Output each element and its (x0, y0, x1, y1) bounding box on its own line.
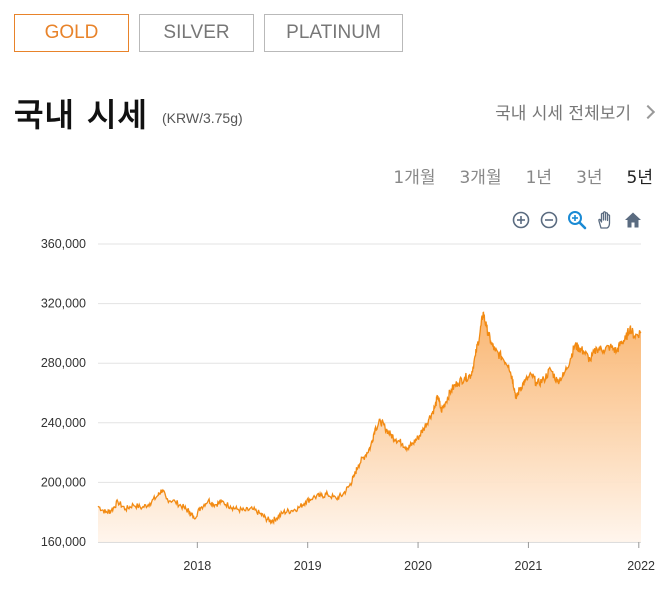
zoom-out-icon[interactable] (539, 210, 559, 230)
page-title: 국내 시세 (14, 96, 148, 134)
x-tick-label: 2018 (183, 559, 211, 573)
range-3-year[interactable]: 3년 (576, 168, 603, 188)
tab-silver[interactable]: SILVER (139, 14, 254, 52)
x-axis: 2018 2019 2020 2021 2022 (183, 542, 655, 573)
x-tick-label: 2022 (627, 559, 655, 573)
price-chart: 160,000 200,000 240,000 280,000 320,000 360,0… (41, 237, 655, 573)
range-1-month[interactable]: 1개월 (393, 168, 436, 188)
view-all-label: 국내 시세 전체보기 (495, 104, 631, 124)
view-all-link[interactable]: 국내 시세 전체보기 (495, 99, 656, 124)
pan-hand-icon[interactable] (595, 210, 615, 230)
range-3-month[interactable]: 3개월 (459, 168, 502, 188)
tab-gold[interactable]: GOLD (14, 14, 129, 52)
home-icon[interactable] (623, 210, 643, 230)
y-tick-label: 360,000 (41, 237, 86, 251)
price-line (97, 311, 642, 526)
price-area (98, 312, 641, 542)
metal-tabs: GOLD SILVER PLATINUM (14, 14, 403, 52)
x-tick-label: 2020 (404, 559, 432, 573)
zoom-in-icon[interactable] (511, 210, 531, 230)
y-tick-label: 240,000 (41, 416, 86, 430)
x-tick-label: 2019 (294, 559, 322, 573)
x-tick-label: 2021 (515, 559, 543, 573)
unit-label: (KRW/3.75g) (162, 110, 243, 126)
magnify-zoom-icon[interactable] (567, 210, 587, 230)
y-tick-label: 200,000 (41, 475, 86, 489)
range-5-year[interactable]: 5년 (626, 168, 653, 188)
range-selector: 1개월 3개월 1년 3년 5년 (393, 163, 653, 188)
tab-platinum[interactable]: PLATINUM (264, 14, 403, 52)
chart-toolbar (511, 210, 643, 230)
y-tick-label: 280,000 (41, 356, 86, 370)
y-tick-label: 160,000 (41, 535, 86, 549)
range-1-year[interactable]: 1년 (525, 168, 553, 188)
y-tick-label: 320,000 (41, 297, 86, 311)
chevron-right-icon (640, 104, 656, 119)
y-axis: 160,000 200,000 240,000 280,000 320,000 360,0… (41, 237, 86, 549)
